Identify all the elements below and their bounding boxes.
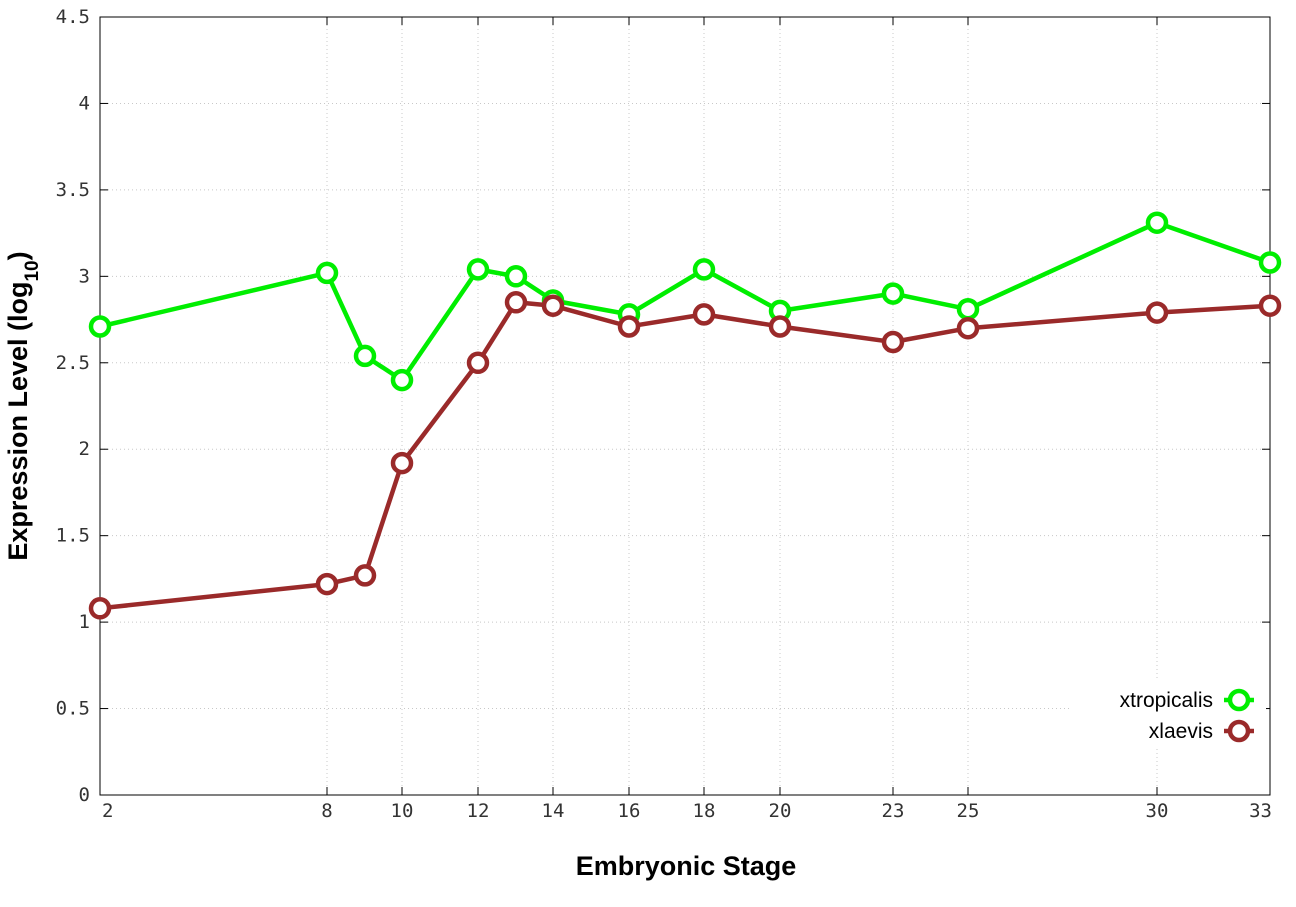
plot-frame bbox=[99, 16, 1271, 796]
data-point bbox=[1258, 251, 1282, 274]
data-point bbox=[353, 564, 377, 587]
data-point bbox=[1145, 301, 1169, 324]
data-point bbox=[315, 261, 339, 285]
series-layer bbox=[88, 211, 1282, 620]
y-axis-title: Expression Level (log10) bbox=[3, 251, 43, 560]
data-point bbox=[353, 344, 377, 368]
y-tick-label: 0 bbox=[79, 784, 90, 806]
x-tick-label: 33 bbox=[1249, 800, 1272, 822]
legend-swatch-marker bbox=[1227, 719, 1251, 743]
data-point bbox=[881, 330, 905, 354]
x-tick-label: 18 bbox=[693, 800, 716, 822]
data-point bbox=[466, 351, 490, 375]
series-line-xtropicalis bbox=[99, 220, 1271, 383]
series-xtropicalis bbox=[88, 211, 1282, 392]
y-axis-title-subscript: 10 bbox=[22, 260, 43, 281]
legend-item-xlaevis: xlaevis bbox=[1149, 719, 1254, 743]
y-tick-label: 4 bbox=[79, 92, 90, 114]
data-point bbox=[504, 291, 528, 314]
x-tick-label: 8 bbox=[321, 800, 332, 822]
data-point bbox=[88, 315, 112, 338]
data-point bbox=[692, 303, 716, 326]
data-point bbox=[541, 294, 565, 317]
legend-label: xlaevis bbox=[1149, 720, 1213, 743]
x-axis: 2 8 10 12 14 16 18 20 23 25 30 33 bbox=[99, 17, 1272, 822]
legend: xtropicalis xlaevis bbox=[1070, 680, 1266, 748]
x-tick-label: 12 bbox=[467, 800, 490, 822]
legend-label: xtropicalis bbox=[1120, 689, 1213, 712]
data-point bbox=[315, 572, 339, 596]
data-point bbox=[956, 316, 980, 340]
data-point bbox=[88, 597, 112, 620]
x-tick-label: 20 bbox=[769, 800, 792, 822]
y-axis: 0 0.5 1 1.5 2 2.5 3 3.5 4 4.5 bbox=[56, 6, 1270, 806]
x-tick-label: 14 bbox=[542, 800, 565, 822]
data-point bbox=[504, 265, 528, 288]
data-point bbox=[692, 258, 716, 281]
data-point bbox=[1145, 211, 1169, 234]
data-point bbox=[390, 451, 414, 475]
x-tick-label: 25 bbox=[957, 800, 980, 822]
series-line-xlaevis bbox=[99, 300, 1271, 611]
y-tick-label: 4.5 bbox=[56, 6, 90, 28]
y-tick-label: 0.5 bbox=[56, 698, 90, 720]
data-point bbox=[390, 368, 414, 392]
data-point bbox=[617, 315, 641, 338]
y-tick-label: 3 bbox=[79, 265, 90, 287]
x-tick-label: 2 bbox=[102, 800, 113, 822]
y-tick-label: 1 bbox=[79, 611, 90, 633]
data-point bbox=[881, 282, 905, 305]
data-point bbox=[466, 258, 490, 281]
data-point bbox=[1258, 294, 1282, 317]
y-tick-label: 1.5 bbox=[56, 525, 90, 547]
x-tick-label: 10 bbox=[391, 800, 414, 822]
y-axis-title-suffix: ) bbox=[3, 251, 33, 260]
y-axis-title-main: Expression Level (log bbox=[3, 282, 33, 561]
series-xlaevis bbox=[88, 291, 1282, 620]
y-tick-label: 2.5 bbox=[56, 352, 90, 374]
y-tick-label: 2 bbox=[79, 438, 90, 460]
grid bbox=[100, 17, 1270, 795]
x-axis-title: Embryonic Stage bbox=[576, 851, 797, 881]
y-tick-label: 3.5 bbox=[56, 179, 90, 201]
x-tick-label: 23 bbox=[882, 800, 905, 822]
legend-item-xtropicalis: xtropicalis bbox=[1120, 688, 1254, 712]
data-point bbox=[956, 297, 980, 321]
x-tick-label: 16 bbox=[618, 800, 641, 822]
data-point bbox=[768, 315, 792, 338]
legend-swatch-marker bbox=[1227, 688, 1251, 712]
x-tick-label: 30 bbox=[1146, 800, 1169, 822]
